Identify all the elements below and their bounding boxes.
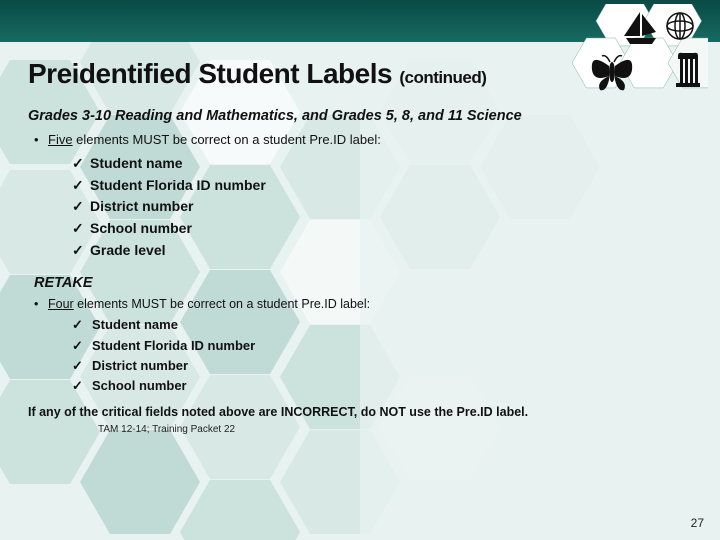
list-item: ✓School number [72, 218, 692, 240]
title-continued: (continued) [399, 68, 486, 87]
list-item: ✓Student name [72, 315, 692, 335]
section2-intro: •Four elements MUST be correct on a stud… [28, 297, 692, 311]
list-item: ✓Grade level [72, 240, 692, 262]
title-main: Preidentified Student Labels [28, 58, 392, 89]
list-item: ✓District number [72, 356, 692, 376]
list-item: ✓Student Florida ID number [72, 175, 692, 197]
section2-list: ✓Student name ✓Student Florida ID number… [28, 315, 692, 396]
list-item: ✓Student Florida ID number [72, 336, 692, 356]
section1-intro: •Five elements MUST be correct on a stud… [28, 132, 692, 147]
list-item: ✓Student name [72, 153, 692, 175]
footer-reference: TAM 12-14; Training Packet 22 [28, 424, 692, 435]
logo-cluster [558, 4, 708, 114]
page-number: 27 [691, 516, 704, 530]
list-item: ✓School number [72, 376, 692, 396]
warning-text: If any of the critical fields noted abov… [28, 404, 692, 420]
section1-list: ✓Student name ✓Student Florida ID number… [28, 153, 692, 261]
section2-heading: RETAKE [28, 275, 692, 291]
list-item: ✓District number [72, 196, 692, 218]
